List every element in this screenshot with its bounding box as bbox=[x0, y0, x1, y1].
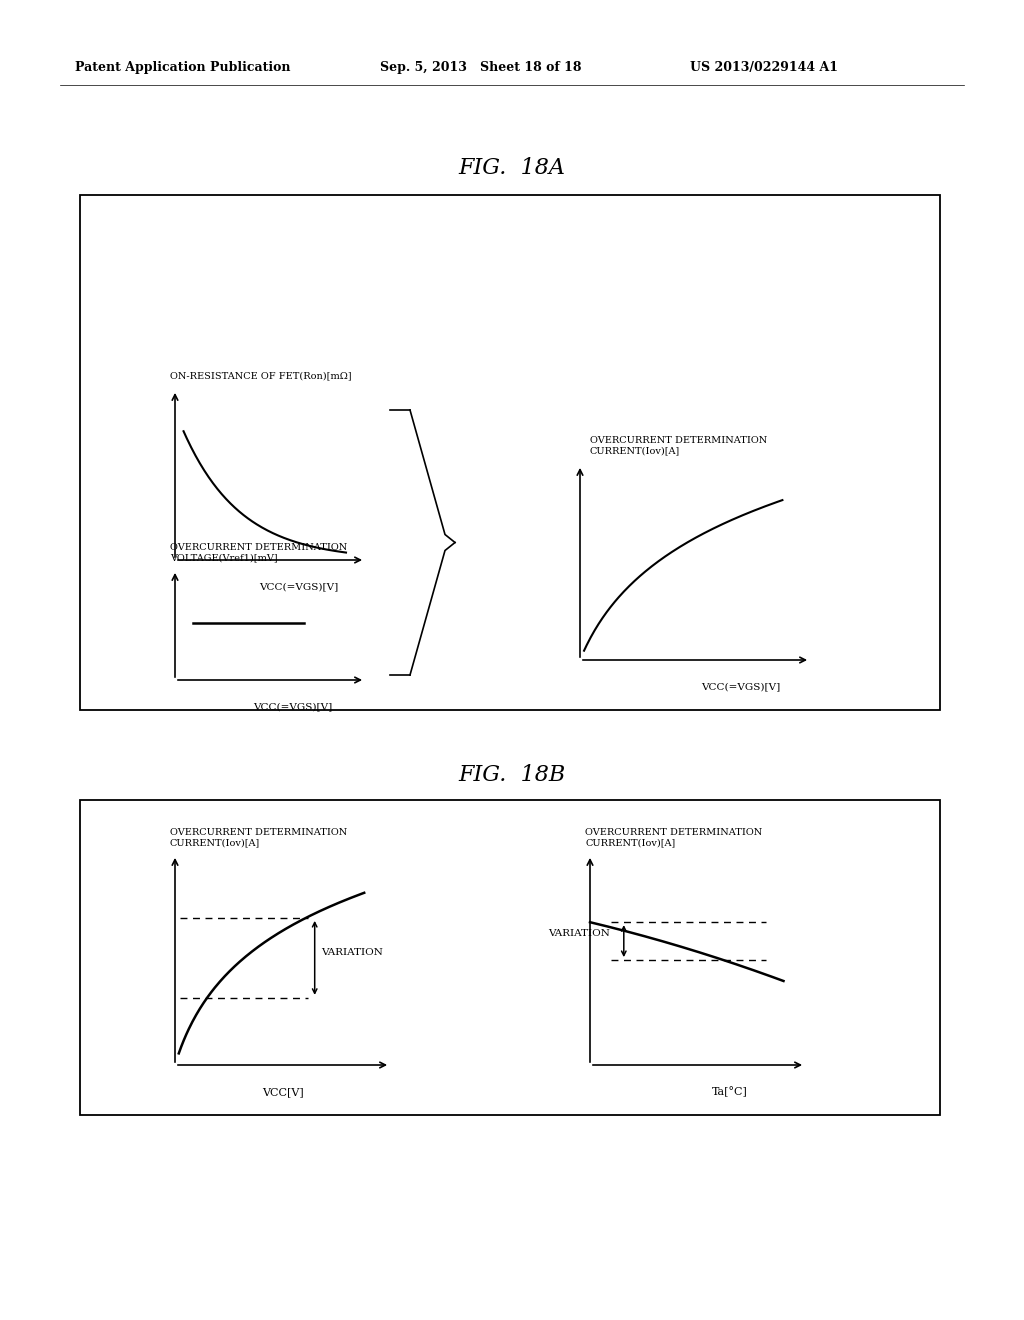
Text: VCC(=VGS)[V]: VCC(=VGS)[V] bbox=[253, 702, 333, 711]
Bar bbox=[80, 800, 940, 1115]
Text: VCC[V]: VCC[V] bbox=[261, 1086, 303, 1097]
Text: VARIATION: VARIATION bbox=[321, 948, 383, 957]
Text: OVERCURRENT DETERMINATION
CURRENT(Iov)[A]: OVERCURRENT DETERMINATION CURRENT(Iov)[A… bbox=[170, 828, 347, 847]
Text: FIG.  18B: FIG. 18B bbox=[459, 764, 565, 785]
Text: OVERCURRENT DETERMINATION
VOLTAGE(Vref1)[mV]: OVERCURRENT DETERMINATION VOLTAGE(Vref1)… bbox=[170, 543, 347, 562]
Text: OVERCURRENT DETERMINATION
CURRENT(Iov)[A]: OVERCURRENT DETERMINATION CURRENT(Iov)[A… bbox=[590, 436, 767, 455]
Text: VCC(=VGS)[V]: VCC(=VGS)[V] bbox=[259, 582, 338, 591]
Text: VCC(=VGS)[V]: VCC(=VGS)[V] bbox=[701, 682, 780, 690]
Text: FIG.  18A: FIG. 18A bbox=[459, 157, 565, 180]
Text: VARIATION: VARIATION bbox=[548, 928, 609, 937]
Text: OVERCURRENT DETERMINATION
CURRENT(Iov)[A]: OVERCURRENT DETERMINATION CURRENT(Iov)[A… bbox=[585, 828, 762, 847]
Text: Patent Application Publication: Patent Application Publication bbox=[75, 62, 291, 74]
Text: ON-RESISTANCE OF FET(Ron)[mΩ]: ON-RESISTANCE OF FET(Ron)[mΩ] bbox=[170, 371, 351, 380]
Text: Sep. 5, 2013   Sheet 18 of 18: Sep. 5, 2013 Sheet 18 of 18 bbox=[380, 62, 582, 74]
Bar bbox=[80, 195, 940, 710]
Text: Ta[°C]: Ta[°C] bbox=[712, 1086, 748, 1098]
Text: US 2013/0229144 A1: US 2013/0229144 A1 bbox=[690, 62, 838, 74]
